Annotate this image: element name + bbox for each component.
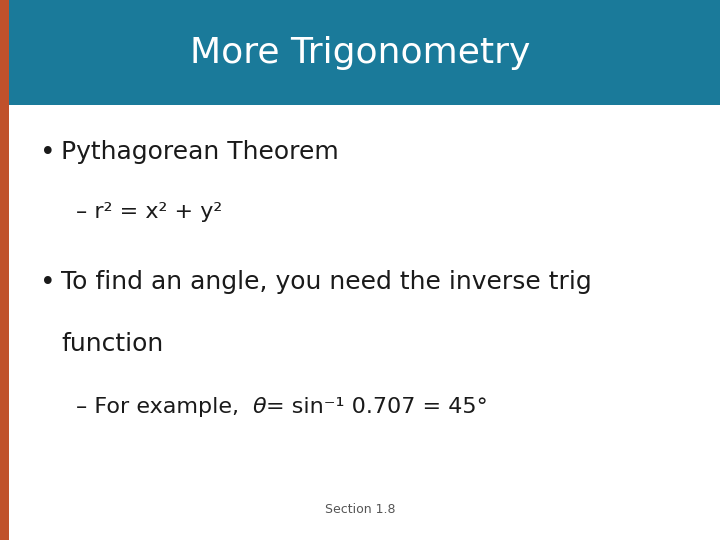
FancyBboxPatch shape: [0, 0, 9, 105]
FancyBboxPatch shape: [0, 105, 9, 540]
Text: Pythagorean Theorem: Pythagorean Theorem: [61, 140, 339, 164]
FancyBboxPatch shape: [0, 0, 720, 105]
Text: – r² = x² + y²: – r² = x² + y²: [76, 202, 222, 222]
Text: To find an angle, you need the inverse trig: To find an angle, you need the inverse t…: [61, 270, 592, 294]
Text: function: function: [61, 332, 163, 356]
Text: •: •: [40, 140, 55, 166]
Text: – For example,: – For example,: [76, 397, 253, 417]
Text: •: •: [40, 270, 55, 296]
Text: More Trigonometry: More Trigonometry: [190, 36, 530, 70]
Text: = sin⁻¹ 0.707 = 45°: = sin⁻¹ 0.707 = 45°: [266, 397, 488, 417]
Text: Section 1.8: Section 1.8: [325, 503, 395, 516]
Text: θ: θ: [253, 397, 266, 417]
